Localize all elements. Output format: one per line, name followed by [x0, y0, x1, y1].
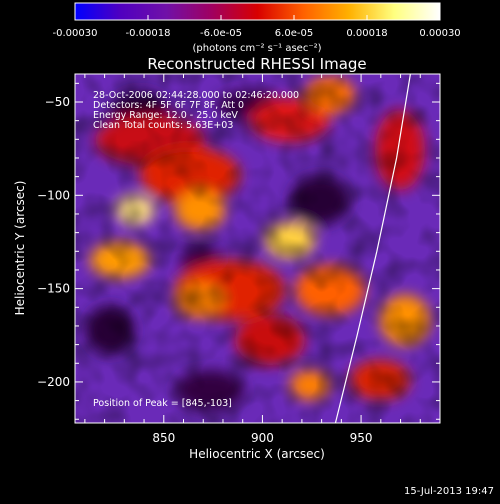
peak-position-label: Position of Peak = [845,-103] — [93, 398, 232, 409]
annotation-line: Clean Total counts: 5.63E+03 — [93, 120, 233, 131]
plot-image — [75, 74, 440, 423]
colorbar-tick-label: 6.0e-05 — [275, 28, 313, 39]
colorbar-unit-label: (photons cm⁻² s⁻¹ asec⁻²) — [192, 43, 321, 54]
solar-limb-curve — [334, 74, 411, 423]
colorbar-tick-label: -0.00018 — [126, 28, 171, 39]
x-tick-label: 850 — [152, 431, 175, 445]
y-tick-label: −100 — [37, 188, 70, 202]
annotations: 28-Oct-2006 02:44:28.000 to 02:46:20.000… — [93, 90, 299, 409]
colorbar-tick-label: 0.00030 — [419, 28, 460, 39]
colorbar — [74, 2, 441, 21]
y-axis-label: Heliocentric Y (arcsec) — [13, 181, 27, 316]
annotation-line: 28-Oct-2006 02:44:28.000 to 02:46:20.000 — [93, 90, 299, 101]
colorbar-tick-label: -0.00030 — [53, 28, 98, 39]
y-tick-label: −200 — [37, 375, 70, 389]
annotation-line: Energy Range: 12.0 - 25.0 keV — [93, 110, 238, 121]
x-axis-label: Heliocentric X (arcsec) — [189, 447, 325, 461]
y-tick-label: −50 — [45, 95, 70, 109]
x-tick-label: 950 — [350, 431, 373, 445]
y-tick-label: −150 — [37, 282, 70, 296]
colorbar-tick-label: -6.0e-05 — [200, 28, 242, 39]
y-axis: −50 −100 −150 −200 — [37, 82, 440, 420]
chart-title: Reconstructed RHESSI Image — [147, 55, 366, 73]
colorbar-tick-label: 0.00018 — [346, 28, 387, 39]
colorbar-ticks: -0.00030 -0.00018 -6.0e-05 6.0e-05 0.00018 0.… — [53, 15, 461, 39]
plot-frame — [74, 73, 441, 424]
footer-timestamp: 15-Jul-2013 19:47 — [404, 486, 494, 497]
x-axis: 850 900 950 — [84, 74, 441, 445]
x-tick-label: 900 — [251, 431, 274, 445]
annotation-line: Detectors: 4F 5F 6F 7F 8F, Att 0 — [93, 100, 244, 111]
